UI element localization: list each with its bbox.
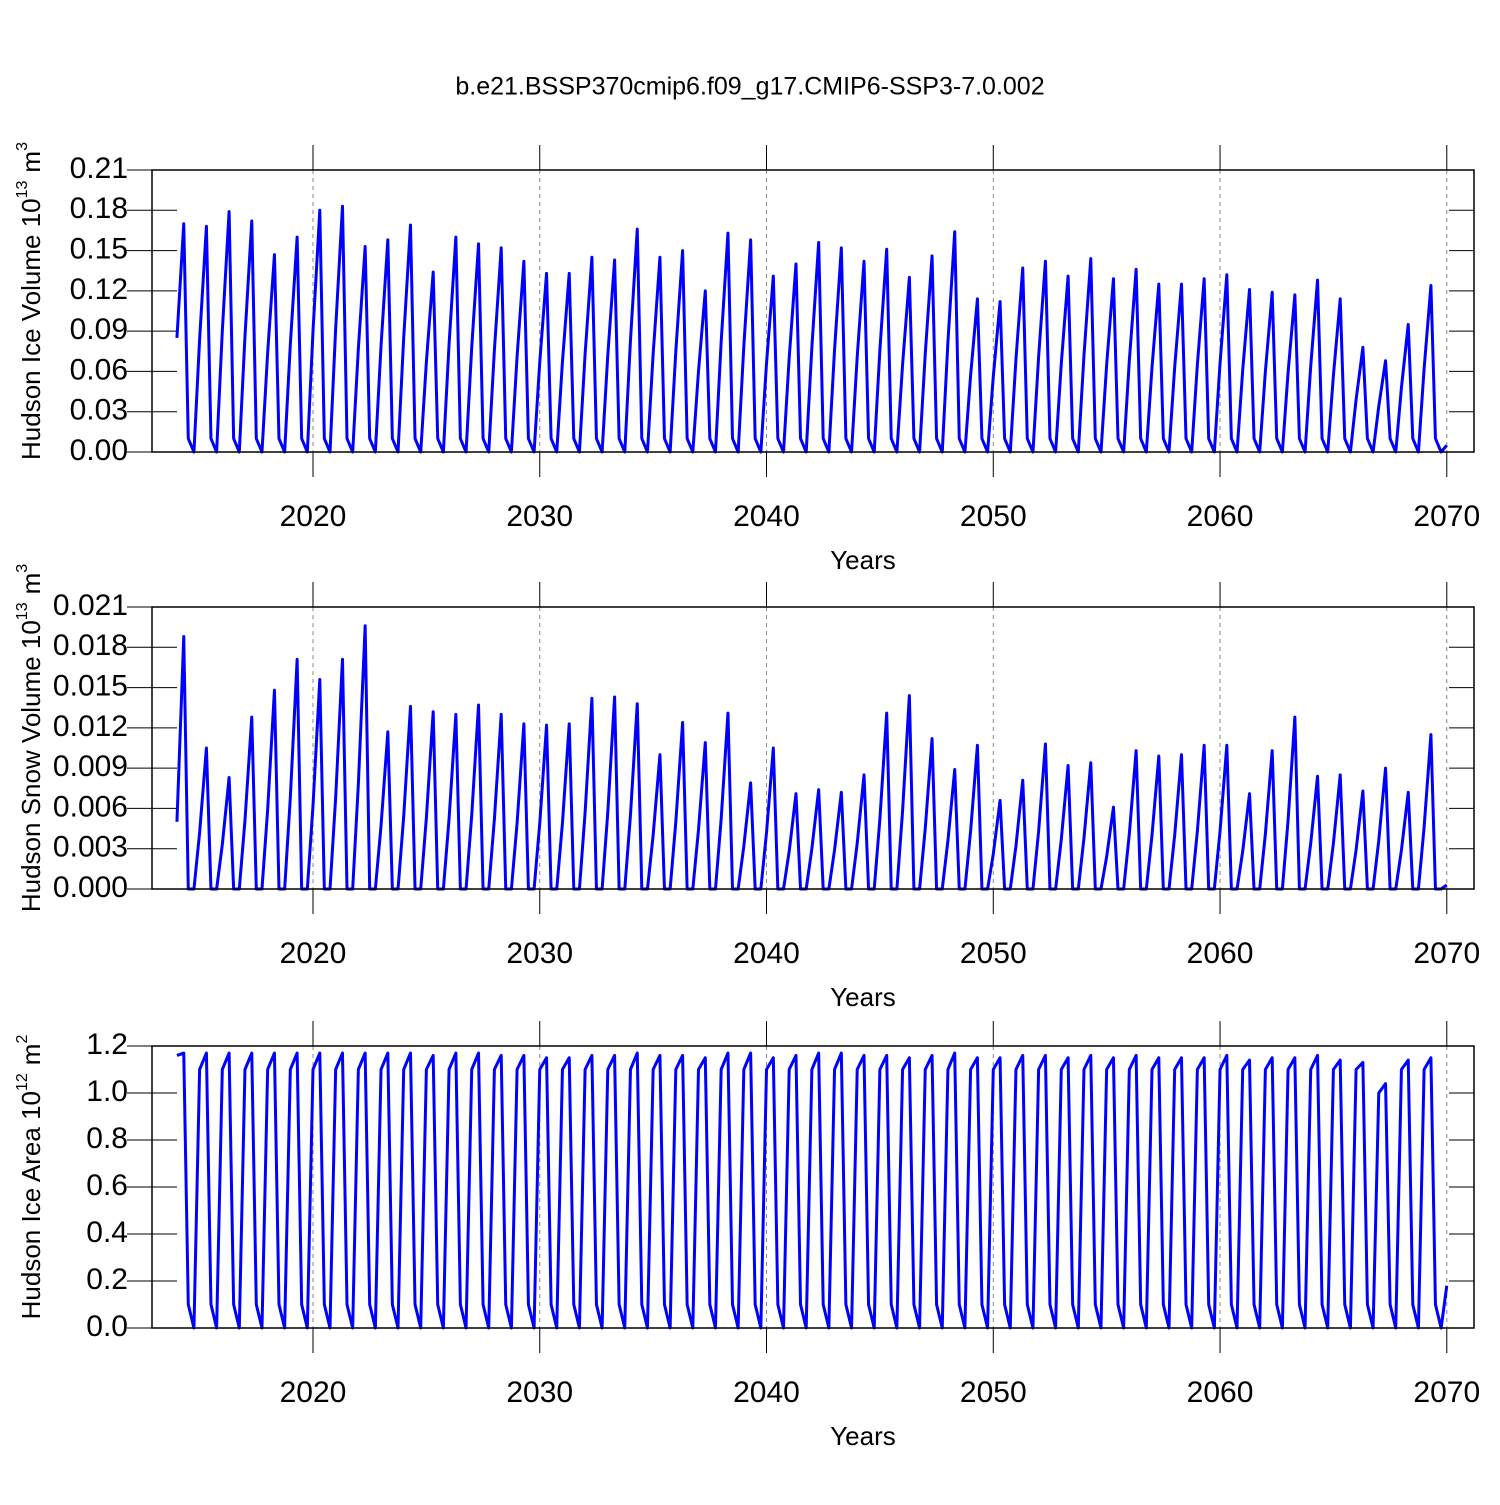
x-tick-label: 2050 — [960, 1376, 1027, 1409]
y-tick-label: 0.03 — [70, 394, 128, 427]
x-tick-label: 2050 — [960, 500, 1027, 533]
x-axis-label: Years — [830, 982, 896, 1012]
y-label-unit: m — [16, 573, 46, 595]
data-line — [175, 204, 1448, 454]
y-label-exponent: 12 — [14, 1073, 31, 1091]
x-tick-label: 2060 — [1187, 500, 1254, 533]
y-tick-label: 0.6 — [86, 1169, 128, 1202]
y-tick-label: 0.009 — [53, 750, 128, 783]
x-tick-label: 2060 — [1187, 1376, 1254, 1409]
y-label-unit-exponent: 2 — [14, 1035, 31, 1044]
y-label-unit: m — [16, 151, 46, 173]
y-label-text: Hudson Ice Volume 10 — [16, 198, 46, 460]
y-tick-label: 0.8 — [86, 1122, 128, 1155]
x-tick-label: 2020 — [280, 937, 347, 970]
y-label-unit: m — [16, 1044, 46, 1066]
x-tick-label: 2070 — [1413, 937, 1480, 970]
x-tick-label: 2030 — [506, 500, 573, 533]
figure-title: b.e21.BSSP370cmip6.f09_g17.CMIP6-SSP3-7.… — [455, 73, 1044, 101]
y-label-unit-exponent: 3 — [14, 142, 31, 151]
y-tick-label: 0.003 — [53, 831, 128, 864]
y-axis-label: Hudson Ice Area 1012 m2 — [14, 1035, 46, 1320]
y-tick-label: 0.021 — [53, 589, 128, 622]
x-tick-label: 2030 — [506, 937, 573, 970]
plot-frame — [151, 1045, 1475, 1329]
y-label-exponent: 13 — [14, 602, 31, 620]
y-tick-label: 0.0 — [86, 1310, 128, 1343]
x-axis-label: Years — [830, 1421, 896, 1451]
y-tick-label: 1.0 — [86, 1075, 128, 1108]
y-label-text: Hudson Snow Volume 10 — [16, 620, 46, 912]
y-label-text: Hudson Ice Area 10 — [16, 1091, 46, 1319]
x-tick-label: 2020 — [280, 1376, 347, 1409]
y-tick-label: 0.09 — [70, 313, 128, 346]
y-tick-label: 0.12 — [70, 273, 128, 306]
x-tick-label: 2070 — [1413, 1376, 1480, 1409]
data-line — [176, 1051, 1449, 1330]
x-tick-label: 2060 — [1187, 937, 1254, 970]
x-tick-label: 2030 — [506, 1376, 573, 1409]
plot-frame — [151, 606, 1475, 890]
y-tick-label: 0.006 — [53, 790, 128, 823]
y-label-exponent: 13 — [14, 180, 31, 198]
y-tick-label: 0.015 — [53, 669, 128, 702]
x-tick-label: 2020 — [280, 500, 347, 533]
y-axis-label: Hudson Snow Volume 1013 m3 — [14, 564, 46, 912]
y-tick-label: 0.000 — [53, 871, 128, 904]
y-tick-label: 1.2 — [86, 1028, 128, 1061]
x-tick-label: 2040 — [733, 937, 800, 970]
plot-frame — [151, 169, 1475, 453]
x-axis-label: Years — [830, 545, 896, 575]
y-tick-label: 0.2 — [86, 1263, 128, 1296]
y-tick-label: 0.21 — [70, 152, 128, 185]
y-tick-label: 0.06 — [70, 353, 128, 386]
y-tick-label: 0.18 — [70, 192, 128, 225]
y-tick-label: 0.018 — [53, 629, 128, 662]
y-label-unit-exponent: 3 — [14, 564, 31, 573]
x-tick-label: 2050 — [960, 937, 1027, 970]
y-axis-label: Hudson Ice Volume 1013 m3 — [14, 142, 46, 460]
y-tick-label: 0.012 — [53, 710, 128, 743]
x-tick-label: 2040 — [733, 500, 800, 533]
x-tick-label: 2040 — [733, 1376, 800, 1409]
x-tick-label: 2070 — [1413, 500, 1480, 533]
y-tick-label: 0.15 — [70, 232, 128, 265]
y-tick-label: 0.4 — [86, 1216, 128, 1249]
y-tick-label: 0.00 — [70, 434, 128, 467]
